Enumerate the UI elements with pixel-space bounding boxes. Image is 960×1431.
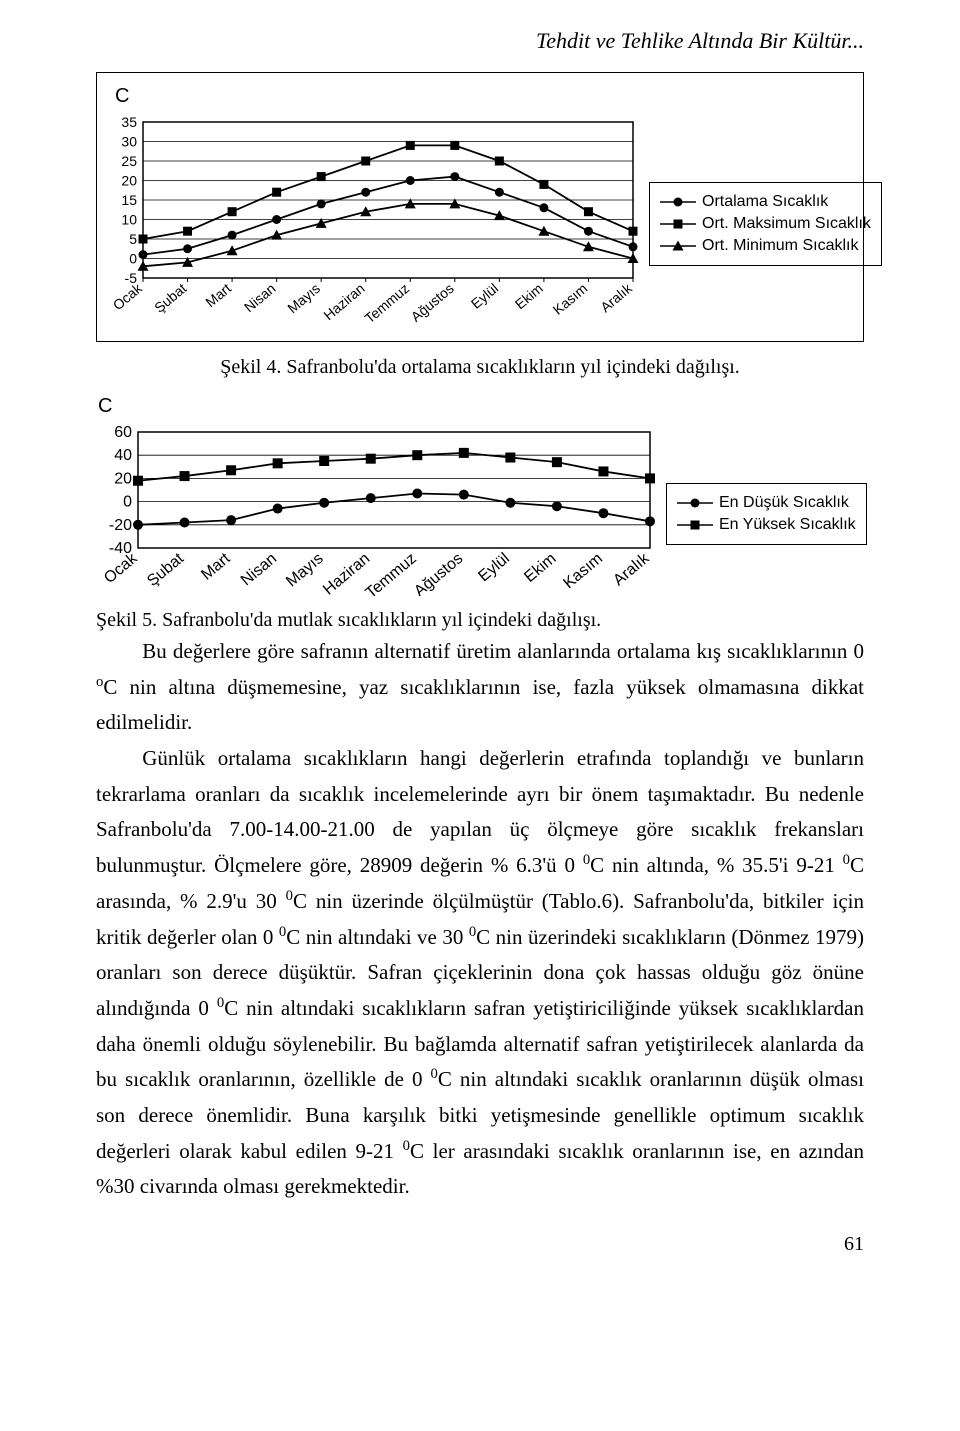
svg-text:10: 10 [121, 212, 137, 228]
page: Tehdit ve Tehlike Altında Bir Kültür... … [0, 0, 960, 1316]
svg-text:Aralık: Aralık [610, 549, 653, 589]
svg-text:15: 15 [121, 192, 137, 208]
svg-text:Nisan: Nisan [238, 550, 280, 589]
svg-text:0: 0 [129, 251, 137, 267]
svg-text:Şubat: Şubat [144, 550, 187, 590]
svg-text:60: 60 [114, 426, 132, 441]
svg-text:Mart: Mart [202, 280, 234, 310]
legend-item: Ort. Maksimum Sıcaklık [660, 215, 871, 233]
svg-text:Ağustos: Ağustos [411, 550, 466, 596]
page-number: 61 [96, 1233, 864, 1256]
chart1-plot: -505101520253035OcakŞubatMartNisanMayısH… [109, 116, 639, 331]
svg-text:Ağustos: Ağustos [408, 280, 457, 325]
chart2-caption: Şekil 5. Safranbolu'da mutlak sıcaklıkla… [96, 609, 864, 632]
body-text: Bu değerlere göre safranın alternatif ür… [96, 634, 864, 1205]
svg-text:Ekim: Ekim [521, 550, 559, 586]
svg-text:40: 40 [114, 447, 132, 464]
svg-text:Şubat: Şubat [151, 280, 189, 316]
chart2-unit: C [98, 395, 864, 418]
chart1-caption: Şekil 4. Safranbolu'da ortalama sıcaklık… [96, 356, 864, 379]
legend-item: Ort. Minimum Sıcaklık [660, 237, 871, 255]
svg-text:25: 25 [121, 153, 137, 169]
svg-text:Kasım: Kasım [550, 280, 591, 318]
svg-text:20: 20 [114, 470, 132, 487]
svg-text:30: 30 [121, 134, 137, 150]
svg-text:Temmuz: Temmuz [363, 550, 420, 596]
svg-text:Temmuz: Temmuz [361, 280, 412, 326]
svg-text:20: 20 [121, 173, 137, 189]
legend-item: Ortalama Sıcaklık [660, 193, 871, 211]
chart2-container: C -40-200204060OcakŞubatMartNisanMayısHa… [96, 395, 864, 601]
svg-text:35: 35 [121, 116, 137, 130]
svg-text:Aralık: Aralık [597, 279, 635, 315]
svg-text:0: 0 [123, 494, 132, 511]
svg-text:5: 5 [129, 231, 137, 247]
svg-text:Mart: Mart [198, 550, 234, 584]
svg-text:Eylül: Eylül [468, 280, 502, 312]
svg-text:-20: -20 [109, 517, 132, 534]
svg-text:Haziran: Haziran [320, 280, 367, 323]
chart1-unit: C [115, 85, 851, 108]
chart2-legend: En Düşük Sıcaklık En Yüksek Sıcaklık [666, 483, 867, 545]
svg-text:Eylül: Eylül [475, 550, 512, 585]
svg-text:Kasım: Kasım [560, 550, 606, 592]
svg-text:Nisan: Nisan [241, 280, 279, 315]
running-header: Tehdit ve Tehlike Altında Bir Kültür... [96, 28, 864, 54]
svg-text:Ekim: Ekim [512, 280, 546, 312]
chart2-plot: -40-200204060OcakŞubatMartNisanMayısHazi… [96, 426, 656, 601]
legend-item: En Düşük Sıcaklık [677, 494, 856, 512]
chart1-container: C -505101520253035OcakŞubatMartNisanMayı… [96, 72, 864, 342]
svg-text:Mayıs: Mayıs [284, 280, 323, 316]
chart1-legend: Ortalama Sıcaklık Ort. Maksimum Sıcaklık O… [649, 182, 882, 266]
legend-item: En Yüksek Sıcaklık [677, 516, 856, 534]
